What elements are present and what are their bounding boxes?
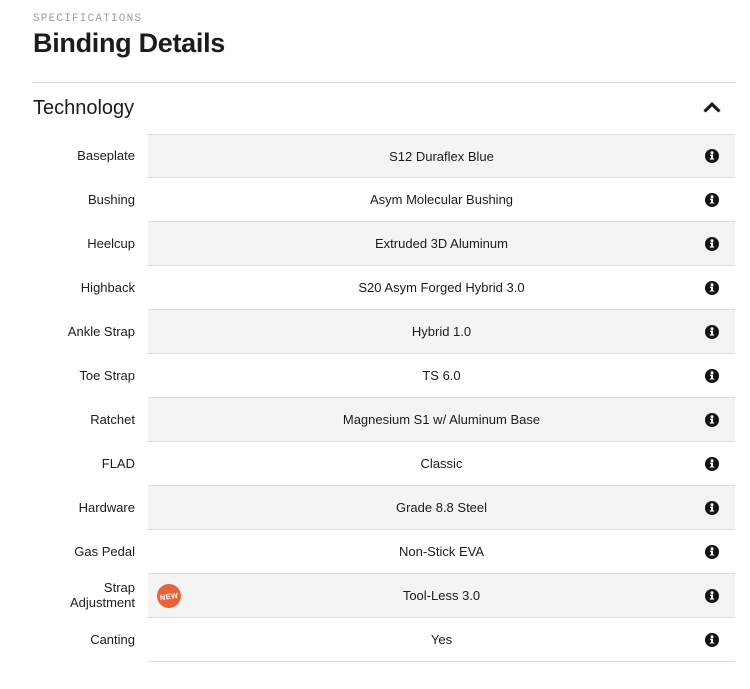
spec-value-cell: NEW S12 Duraflex Blue xyxy=(148,134,735,178)
spec-value-cell: NEW Magnesium S1 w/ Aluminum Base xyxy=(148,398,735,442)
info-icon xyxy=(705,149,719,166)
info-icon xyxy=(705,192,719,210)
info-icon xyxy=(705,544,719,562)
info-icon xyxy=(705,500,719,518)
table-row: Baseplate NEW S12 Duraflex Blue xyxy=(0,134,750,178)
spec-label: Heelcup xyxy=(87,235,135,251)
info-icon xyxy=(705,368,719,386)
new-badge: NEW xyxy=(155,581,183,610)
spec-label: Highback xyxy=(80,279,135,295)
spec-value: Classic xyxy=(420,456,463,471)
spec-value: Magnesium S1 w/ Aluminum Base xyxy=(342,412,541,427)
spec-value-cell: NEW Tool-Less 3.0 xyxy=(148,574,735,618)
spec-value-cell: NEW Extruded 3D Aluminum xyxy=(148,222,735,266)
spec-value-cell: NEW TS 6.0 xyxy=(148,354,735,398)
info-button[interactable] xyxy=(705,149,719,163)
spec-label: Baseplate xyxy=(77,147,135,163)
info-icon xyxy=(705,324,719,342)
table-row: FLAD NEW Classic xyxy=(0,442,750,486)
info-icon xyxy=(705,412,719,430)
info-icon xyxy=(705,456,719,474)
table-row: Bushing NEW Asym Molecular Bushing xyxy=(0,178,750,222)
spec-value: TS 6.0 xyxy=(422,368,461,383)
specifications-panel: SPECIFICATIONS Binding Details Technolog… xyxy=(0,13,750,662)
table-row: Toe Strap NEW TS 6.0 xyxy=(0,354,750,398)
collapse-section-button[interactable] xyxy=(702,101,735,117)
info-button[interactable] xyxy=(705,368,719,386)
spec-value-cell: NEW Asym Molecular Bushing xyxy=(148,178,735,222)
section-divider xyxy=(33,82,735,83)
spec-value: Non-Stick EVA xyxy=(398,544,484,559)
spec-label: Ankle Strap xyxy=(67,323,135,339)
spec-table: Baseplate NEW S12 Duraflex Blue Bush xyxy=(0,134,750,662)
table-row: Heelcup NEW Extruded 3D Aluminum xyxy=(0,222,750,266)
spec-value-cell: NEW Non-Stick EVA xyxy=(148,530,735,574)
spec-value: S12 Duraflex Blue xyxy=(389,148,494,164)
info-button[interactable] xyxy=(705,544,719,562)
info-icon xyxy=(705,280,719,298)
info-icon xyxy=(705,588,719,606)
info-button[interactable] xyxy=(705,324,719,342)
spec-value-cell: NEW Classic xyxy=(148,442,735,486)
spec-label: Gas Pedal xyxy=(74,543,135,559)
chevron-up-icon xyxy=(702,101,722,117)
spec-value: S20 Asym Forged Hybrid 3.0 xyxy=(358,280,525,295)
info-button[interactable] xyxy=(705,236,719,254)
info-button[interactable] xyxy=(705,412,719,430)
spec-label: Ratchet xyxy=(90,411,135,427)
info-button[interactable] xyxy=(705,500,719,518)
technology-section-header[interactable]: Technology xyxy=(33,83,735,134)
spec-value: Asym Molecular Bushing xyxy=(369,192,514,207)
table-row: Ankle Strap NEW Hybrid 1.0 xyxy=(0,310,750,354)
table-row: Ratchet NEW Magnesium S1 w/ Aluminum Bas… xyxy=(0,398,750,442)
spec-value: Hybrid 1.0 xyxy=(411,324,472,339)
info-icon xyxy=(705,236,719,254)
spec-value-cell: NEW Grade 8.8 Steel xyxy=(148,486,735,530)
info-icon xyxy=(705,632,719,650)
section-title: Technology xyxy=(33,97,135,119)
spec-value: Extruded 3D Aluminum xyxy=(375,236,508,251)
table-row: Hardware NEW Grade 8.8 Steel xyxy=(0,486,750,530)
table-row: Highback NEW S20 Asym Forged Hybrid 3.0 xyxy=(0,266,750,310)
spec-label: Strap Adjustment xyxy=(69,580,135,610)
table-row: Strap Adjustment NEW Tool-Less 3.0 xyxy=(0,574,750,618)
table-row: Gas Pedal NEW Non-Stick EVA xyxy=(0,530,750,574)
info-button[interactable] xyxy=(705,588,719,606)
spec-label: Toe Strap xyxy=(79,367,135,383)
spec-value: Tool-Less 3.0 xyxy=(402,588,481,603)
spec-value-cell: NEW Hybrid 1.0 xyxy=(148,310,735,354)
spec-value-cell: NEW S20 Asym Forged Hybrid 3.0 xyxy=(148,266,735,310)
info-button[interactable] xyxy=(705,280,719,298)
info-button[interactable] xyxy=(705,456,719,474)
spec-value: Yes xyxy=(430,632,453,647)
info-button[interactable] xyxy=(705,192,719,210)
spec-value-cell: NEW Yes xyxy=(148,618,735,662)
spec-value: Grade 8.8 Steel xyxy=(395,500,488,515)
spec-label: Bushing xyxy=(88,191,135,207)
spec-label: Canting xyxy=(90,631,135,647)
specifications-eyebrow: SPECIFICATIONS xyxy=(33,13,143,25)
table-row: Canting NEW Yes xyxy=(0,618,750,662)
spec-label: FLAD xyxy=(101,455,135,471)
page-title: Binding Details xyxy=(33,28,226,58)
spec-label: Hardware xyxy=(78,499,135,515)
info-button[interactable] xyxy=(705,632,719,650)
